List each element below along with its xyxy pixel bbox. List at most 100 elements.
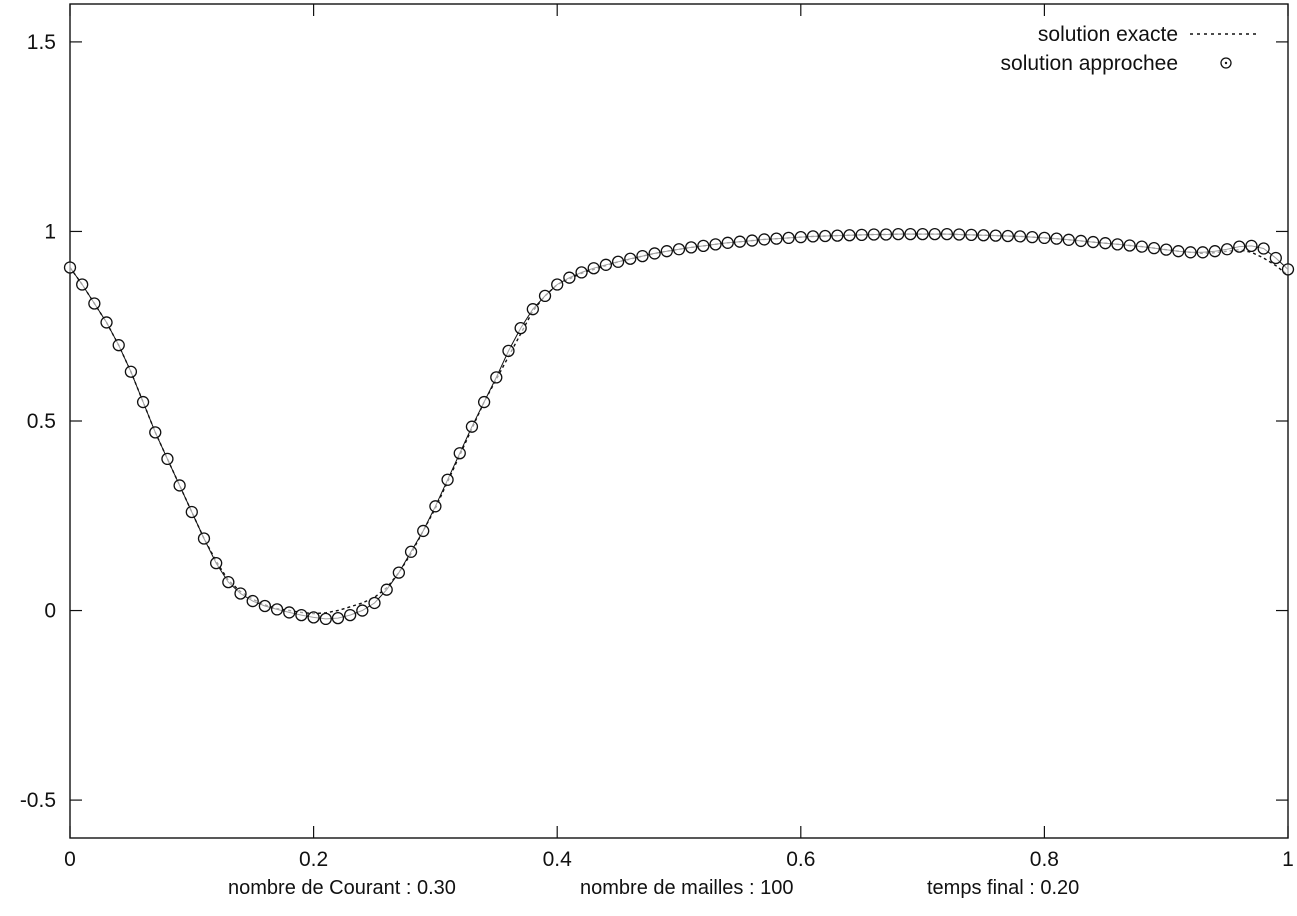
data-point-approchee (222, 575, 235, 589)
data-point-approchee (1281, 263, 1295, 276)
data-point-approchee (258, 599, 272, 613)
data-point-approchee (477, 395, 491, 409)
data-point-approchee (758, 233, 771, 246)
data-point-approchee (551, 278, 564, 291)
data-point-approchee (465, 420, 479, 433)
data-point-approchee (1269, 251, 1282, 265)
data-point-approchee (1038, 231, 1051, 245)
y-tick-label: 0 (44, 600, 56, 623)
data-point-approchee (514, 321, 527, 335)
data-point-approchee (1074, 234, 1088, 248)
data-point-approchee (441, 473, 454, 486)
data-point-approchee (185, 505, 198, 519)
data-point-approchee (965, 228, 978, 242)
data-point-approchee (124, 365, 138, 378)
data-point-approchee (112, 339, 125, 352)
data-point-approchee (977, 229, 990, 242)
legend-swatch-approchee (1220, 57, 1232, 69)
data-point-approchee (197, 532, 211, 545)
data-point-approchee (100, 316, 113, 329)
x-tick-label: 0.4 (543, 848, 573, 871)
y-tick-label: -0.5 (20, 789, 56, 812)
data-point-approchee (88, 297, 101, 310)
data-point-approchee (831, 229, 844, 242)
data-point-approchee (368, 596, 381, 610)
x-tick-label: 1 (1282, 848, 1294, 871)
series-line-exacte (69, 233, 1289, 615)
data-point-approchee (648, 247, 661, 260)
data-point-approchee (1196, 246, 1209, 259)
data-point-approchee (1257, 242, 1270, 255)
data-point-approchee (453, 447, 466, 460)
data-point-approchee (697, 239, 710, 253)
data-point-approchee (916, 227, 929, 241)
data-point-approchee (1099, 237, 1112, 250)
data-point-approchee (1050, 232, 1063, 245)
axes-layer: 0 0.2 0.4 0.6 0.8 1 -0.5 0 0.5 1 1.5 (20, 3, 1294, 871)
data-point-approchee (1220, 243, 1234, 256)
data-point-approchee (149, 426, 162, 439)
legend-label-exacte: solution exacte (1038, 23, 1178, 46)
x-tick-label: 0 (64, 848, 76, 871)
caption-temps: temps final : 0.20 (927, 877, 1079, 899)
data-point-approchee (380, 583, 393, 596)
data-point-approchee (136, 395, 150, 409)
x-tick-label: 0.8 (1030, 848, 1059, 871)
data-point-approchee (819, 229, 832, 243)
y-tick-label: 1.5 (27, 31, 56, 54)
legend: solution exacte solution approchee (1001, 23, 1260, 75)
data-point-approchee (404, 545, 418, 558)
legend-swatch-approchee-dot (1224, 61, 1228, 65)
data-point-approchee (928, 227, 941, 241)
data-point-approchee (331, 611, 345, 625)
data-point-approchee (782, 231, 795, 245)
data-point-approchee (1208, 245, 1222, 258)
data-point-approchee (246, 594, 259, 608)
data-point-approchee (794, 230, 807, 244)
data-point-approchee (295, 608, 308, 622)
data-point-approchee (502, 344, 515, 358)
data-point-approchee (721, 236, 734, 249)
data-point-approchee (624, 252, 637, 265)
data-point-approchee (429, 500, 442, 513)
data-point-approchee (1086, 235, 1100, 249)
data-point-approchee (1123, 239, 1136, 252)
data-point-approchee (660, 245, 673, 258)
caption-courant: nombre de Courant : 0.30 (228, 877, 456, 899)
data-point-approchee (1062, 233, 1075, 246)
caption-block: nombre de Courant : 0.30 nombre de maill… (228, 877, 1079, 899)
data-point-approchee (392, 566, 406, 579)
data-point-approchee (611, 255, 625, 268)
data-point-approchee (210, 557, 223, 570)
data-point-approchee (173, 479, 186, 492)
data-point-approchee (1184, 246, 1197, 259)
data-point-approchee (63, 261, 77, 274)
plot-frame (69, 3, 1289, 839)
data-point-approchee (563, 271, 576, 284)
data-point-approchee (745, 234, 759, 247)
data-point-approchee (1135, 240, 1148, 253)
data-point-approchee (867, 228, 881, 241)
legend-label-approchee: solution approchee (1001, 52, 1178, 75)
data-point-approchee (343, 608, 357, 622)
data-point-approchee (490, 371, 503, 384)
data-point-approchee (879, 228, 893, 241)
x-tick-label: 0.2 (299, 848, 328, 871)
data-point-approchee (575, 266, 588, 279)
data-point-approchee (234, 587, 247, 600)
data-point-approchee (587, 262, 600, 275)
data-point-approchee (843, 229, 856, 242)
data-point-approchee (733, 235, 747, 248)
data-point-approchee (636, 249, 649, 263)
data-point-approchee (685, 241, 698, 254)
data-point-approchee (1026, 230, 1039, 244)
data-point-approchee (319, 612, 332, 626)
data-point-approchee (526, 303, 539, 316)
data-point-approchee (76, 278, 89, 291)
data-point-approchee (709, 238, 722, 251)
y-tick-label: 0.5 (27, 410, 56, 433)
data-point-approchee (1111, 238, 1124, 251)
data-point-approchee (283, 606, 296, 619)
